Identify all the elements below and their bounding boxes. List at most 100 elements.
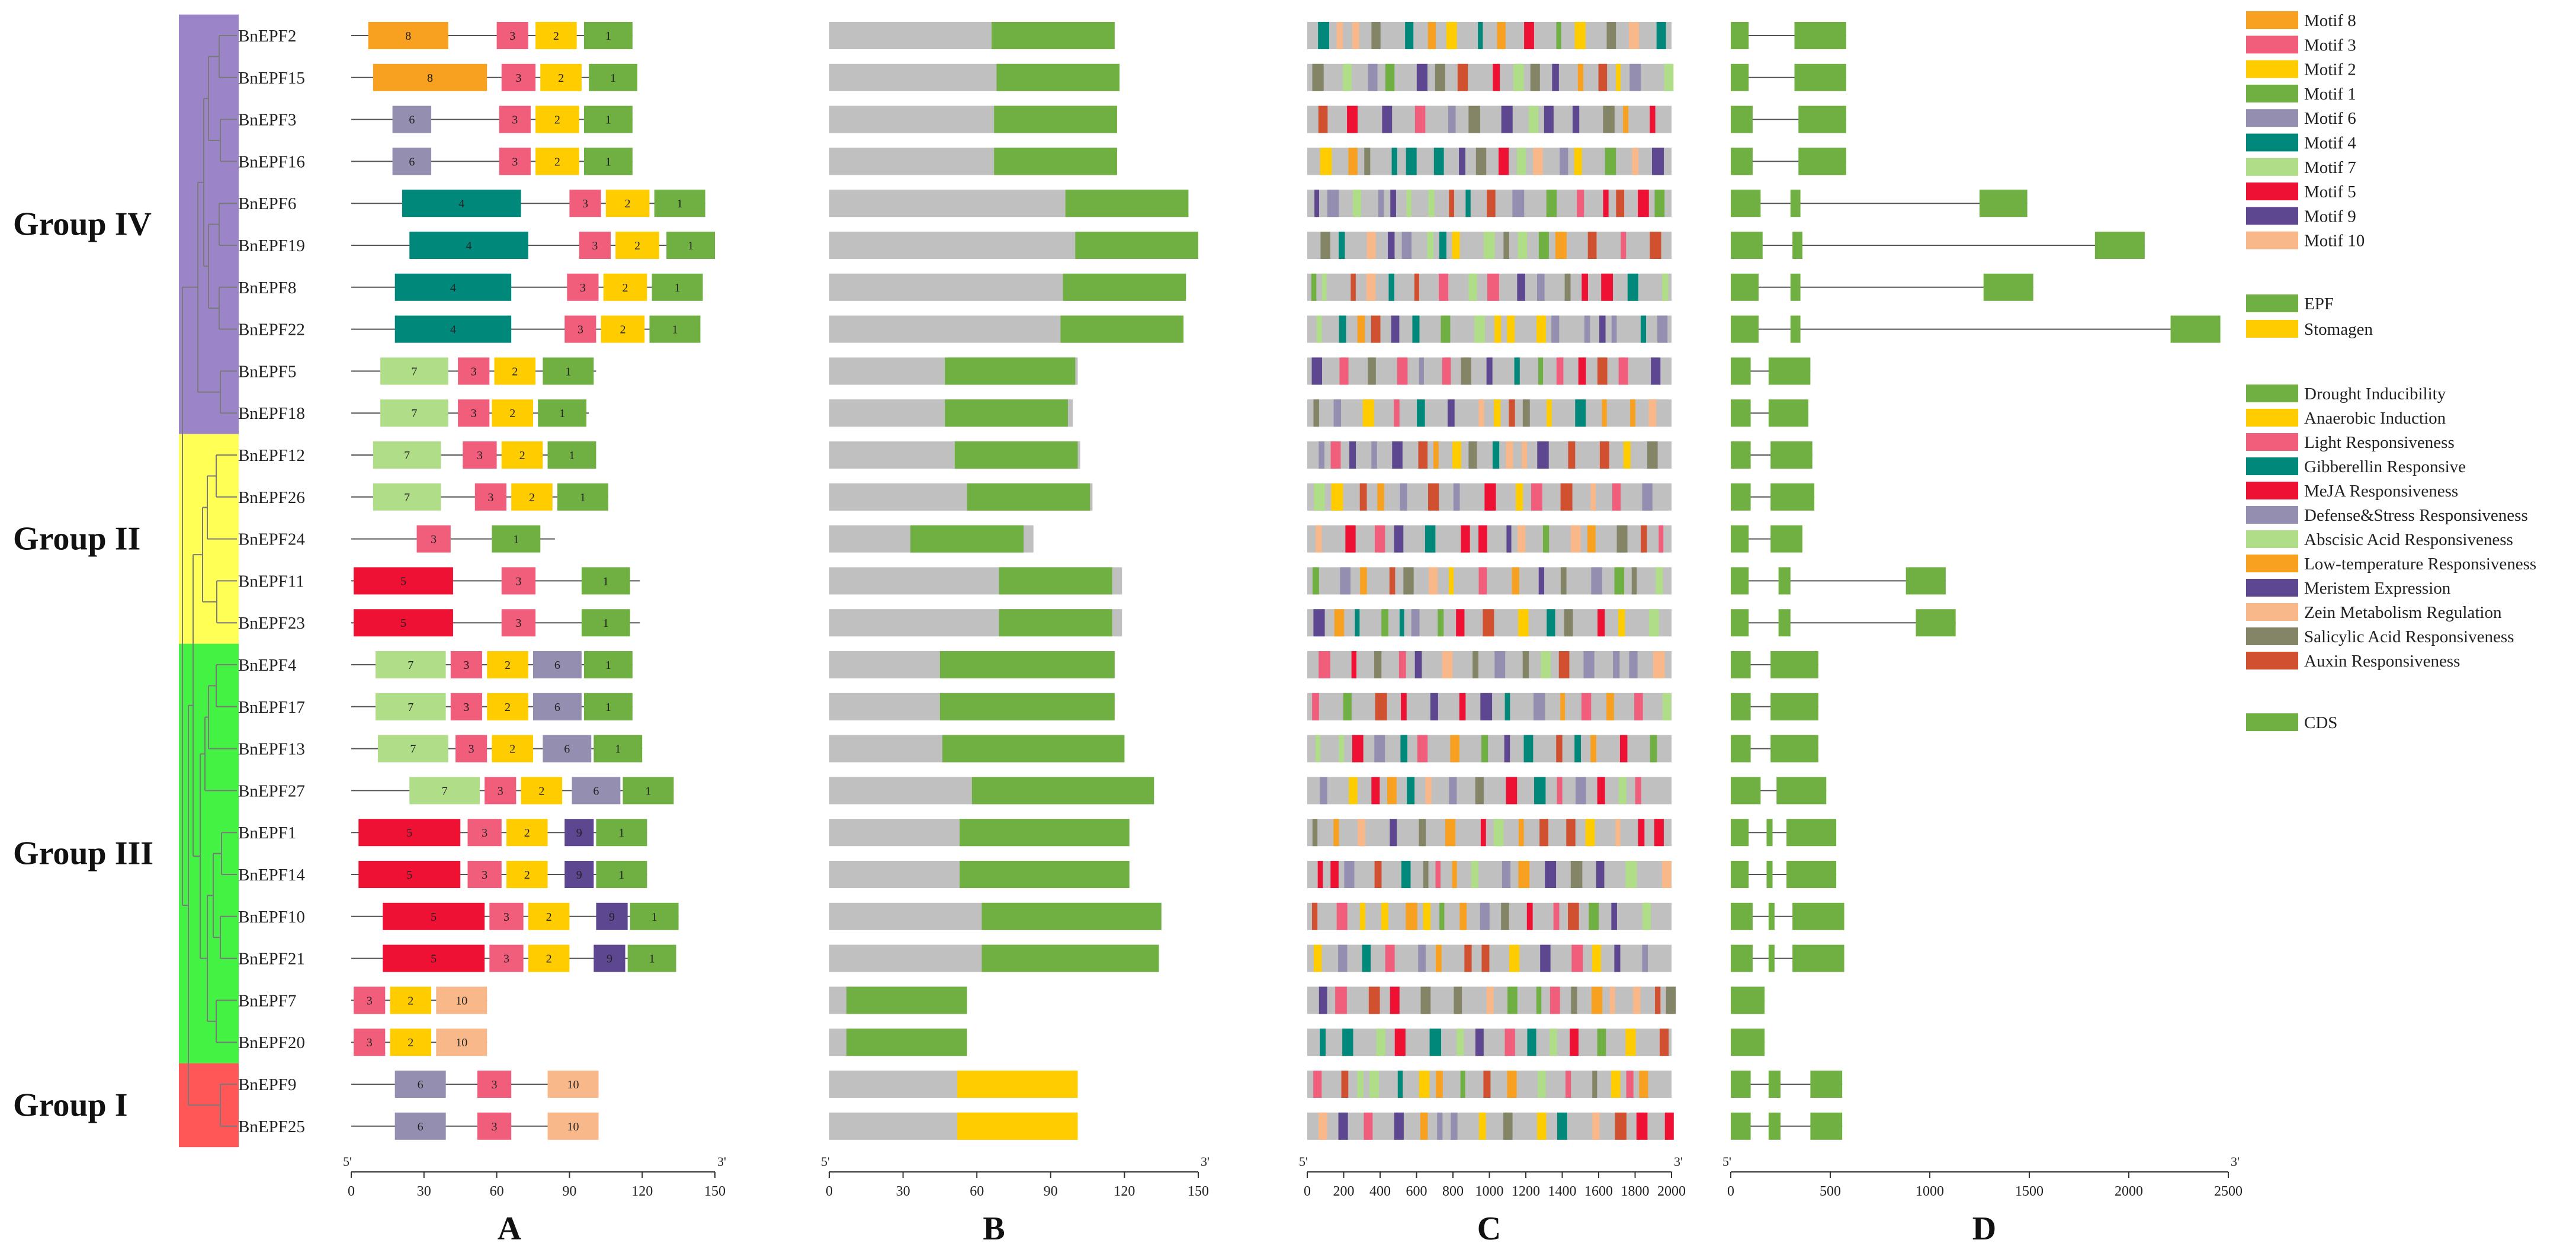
promoter-bar [1307,819,1672,847]
cis-element-block [1343,693,1352,720]
cis-element-block [1330,861,1339,888]
cis-element-block [1540,944,1551,972]
motif-1-block [596,819,647,847]
cis-element-block [1546,190,1557,217]
gene-name-label: BnEPF16 [238,152,305,171]
cis-element-block [1544,105,1554,133]
motif-1-block [538,399,587,427]
cis-element-block [1661,861,1672,888]
cis-element-block [1652,148,1664,175]
cds-exon-block [1731,105,1753,133]
panel-c-tick-label: 600 [1406,1184,1427,1199]
cis-element-block [1475,1029,1484,1056]
cis-element-block [1662,273,1669,301]
cis-element-block [1512,190,1525,217]
motif-number-label: 3 [515,617,521,630]
cis-element-block [1430,693,1438,720]
domain-epf-block [1063,273,1186,301]
cis-element-block [1437,1112,1443,1140]
cis-element-block [1320,1029,1326,1056]
cis-element-block [1319,651,1330,678]
cis-element-block [1452,861,1457,888]
motif-number-label: 3 [515,575,521,588]
cis-element-block [1360,567,1367,595]
cis-element-block [1550,1029,1557,1056]
cis-element-block [1435,63,1445,91]
motif-1-block [623,777,674,805]
cis-element-block [1481,735,1489,763]
cis-element-block [1362,399,1374,427]
motif-number-label: 2 [538,784,544,797]
panel-label: C [1477,1210,1501,1247]
cis-element-block [1596,861,1605,888]
cis-element-block [1405,22,1414,49]
cds-exon-block [1731,315,1759,343]
cis-element-block [1649,609,1659,637]
cis-element-block [1368,357,1376,385]
cis-element-block [1336,22,1343,49]
cis-element-block [1311,273,1317,301]
cis-element-block [1471,861,1479,888]
cis-element-block [1441,315,1451,343]
cis-element-block [1312,693,1319,720]
legend-motif-swatch [2246,133,2298,152]
motif-2-block [528,902,570,930]
cis-element-block [1423,902,1431,930]
cis-element-block [1570,525,1581,553]
gene-name-label: BnEPF27 [238,781,305,800]
gene-name-label: BnEPF21 [238,950,305,969]
cis-element-block [1400,735,1408,763]
motif-1-block [581,609,630,637]
motif-number-label: 3 [582,197,588,210]
motif-number-label: 6 [554,701,560,714]
cis-element-block [1340,567,1351,595]
motif-3-block [564,315,596,343]
cis-element-block [1504,1029,1515,1056]
cis-element-block [1374,861,1382,888]
cis-element-block [1518,232,1528,259]
legend-element-label: Light Responsiveness [2304,433,2455,452]
legend-element-swatch [2246,409,2298,427]
cis-element-block [1503,232,1509,259]
motif-1-block [583,148,633,175]
motif-7-block [378,735,448,763]
motif-9-block [596,902,628,930]
domain-epf-block [954,441,1078,469]
cds-exon-block [1768,399,1809,427]
motif-number-label: 6 [409,155,415,168]
cis-element-block [1577,63,1584,91]
cis-element-block [1480,819,1486,847]
cis-element-block [1428,483,1439,511]
cis-element-block [1390,819,1397,847]
cds-exon-block [1731,902,1753,930]
cis-element-block [1553,902,1560,930]
gene-name-label: BnEPF15 [238,69,305,88]
motif-number-label: 2 [408,994,413,1007]
motif-number-label: 2 [509,743,515,756]
cis-element-block [1457,1029,1464,1056]
panel-c-cis-elements [1307,22,1676,1140]
cis-element-block [1438,609,1444,637]
cis-element-block [1506,525,1512,553]
motif-3-block [354,1029,386,1056]
promoter-bar [1307,735,1672,763]
cis-element-block [1566,819,1576,847]
panel-d-tick-label: 1500 [2015,1184,2044,1199]
cds-exon-block [1731,1112,1751,1140]
domain-epf-block [981,902,1162,930]
cis-element-block [1429,567,1438,595]
cis-element-block [1587,232,1597,259]
domain-epf-block [994,105,1117,133]
motif-number-label: 6 [418,1120,424,1133]
motif-3-block [354,986,386,1014]
cis-element-block [1487,190,1496,217]
motif-number-label: 2 [620,323,625,337]
cis-element-block [1457,63,1468,91]
cis-element-block [1531,483,1542,511]
cis-element-block [1334,609,1345,637]
cis-element-block [1320,232,1330,259]
motif-3-block [467,819,502,847]
legend-motif-label: Motif 3 [2304,36,2356,55]
legend-element-label: Meristem Expression [2304,579,2451,598]
motif-4-block [394,273,512,301]
